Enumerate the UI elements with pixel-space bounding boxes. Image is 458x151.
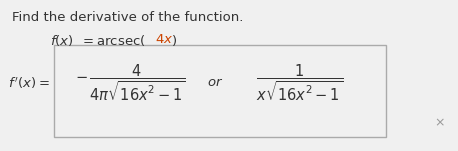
Text: $\times$: $\times$: [434, 116, 445, 129]
Text: $-\,\dfrac{4}{4\pi\sqrt{16x^2-1}}$: $-\,\dfrac{4}{4\pi\sqrt{16x^2-1}}$: [75, 63, 185, 103]
Text: $\mathit{or}$: $\mathit{or}$: [207, 77, 223, 90]
Text: $f(x)$: $f(x)$: [50, 33, 74, 48]
Text: Find the derivative of the function.: Find the derivative of the function.: [12, 11, 243, 24]
Text: $= \mathrm{arcsec(}$: $= \mathrm{arcsec(}$: [80, 33, 146, 48]
Text: $f\,'(x) =$: $f\,'(x) =$: [8, 75, 50, 91]
Text: $\dfrac{1}{x\sqrt{16x^2-1}}$: $\dfrac{1}{x\sqrt{16x^2-1}}$: [256, 63, 344, 103]
FancyBboxPatch shape: [54, 45, 386, 137]
Text: $4x$: $4x$: [155, 33, 174, 46]
Text: $\mathrm{)}$: $\mathrm{)}$: [171, 33, 177, 48]
